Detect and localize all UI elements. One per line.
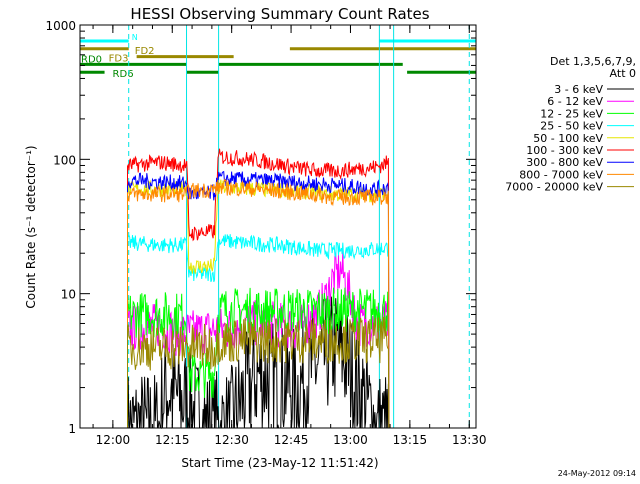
series-line <box>127 287 390 429</box>
flag-label: FD3 <box>109 54 129 65</box>
series-line <box>127 170 390 429</box>
x-tick-label: 13:00 <box>333 433 368 447</box>
y-tick-label: 100 <box>53 153 76 167</box>
legend-entry-label: 800 - 7000 keV <box>519 168 603 181</box>
legend-entry-label: 300 - 800 keV <box>526 156 603 169</box>
y-tick-label: 10 <box>61 288 76 302</box>
chart-title: HESSI Observing Summary Count Rates <box>130 5 429 23</box>
y-tick-label: 1000 <box>45 19 76 33</box>
legend-entry-label: 25 - 50 keV <box>540 120 603 133</box>
flag-label: RD6 <box>113 69 134 80</box>
flag-bars: N FD2 FD3 RD0 RD6 <box>80 33 476 80</box>
flag-label: RD0 <box>81 54 102 65</box>
flag-label: FD2 <box>135 46 155 57</box>
x-tick-label: 12:45 <box>274 433 309 447</box>
y-tick-label: 1 <box>68 422 76 436</box>
series-line <box>127 234 390 429</box>
legend-entry-label: 100 - 300 keV <box>526 144 603 157</box>
legend-title: Att 0 <box>610 67 636 80</box>
x-axis-label: Start Time (23-May-12 11:51:42) <box>181 456 378 470</box>
axes: 12:00 12:15 12:30 12:45 13:00 13:15 13:30 1 10 10… <box>45 19 486 447</box>
flag-label: N <box>132 33 138 42</box>
legend-entry-label: 3 - 6 keV <box>554 83 603 96</box>
footer-date: 24-May-2012 09:14 <box>558 469 636 478</box>
legend-entry-label: 50 - 100 keV <box>533 132 603 145</box>
x-tick-label: 13:30 <box>452 433 487 447</box>
series-line <box>127 316 390 429</box>
legend-entry-label: 6 - 12 keV <box>547 95 603 108</box>
x-tick-label: 12:00 <box>96 433 131 447</box>
series-line <box>127 148 390 429</box>
series-lines <box>127 148 390 429</box>
x-tick-label: 13:15 <box>393 433 428 447</box>
y-axis-label: Count Rate (s⁻¹ detector⁻¹) <box>24 145 38 308</box>
x-tick-label: 12:15 <box>155 433 190 447</box>
legend-entry-label: 7000 - 20000 keV <box>505 181 603 194</box>
series-line <box>127 178 390 429</box>
legend-title: Det 1,3,5,6,7,9, <box>550 55 636 68</box>
plot-frame <box>79 24 477 429</box>
legend-entry-label: 12 - 25 keV <box>540 107 603 120</box>
x-tick-label: 12:30 <box>214 433 249 447</box>
